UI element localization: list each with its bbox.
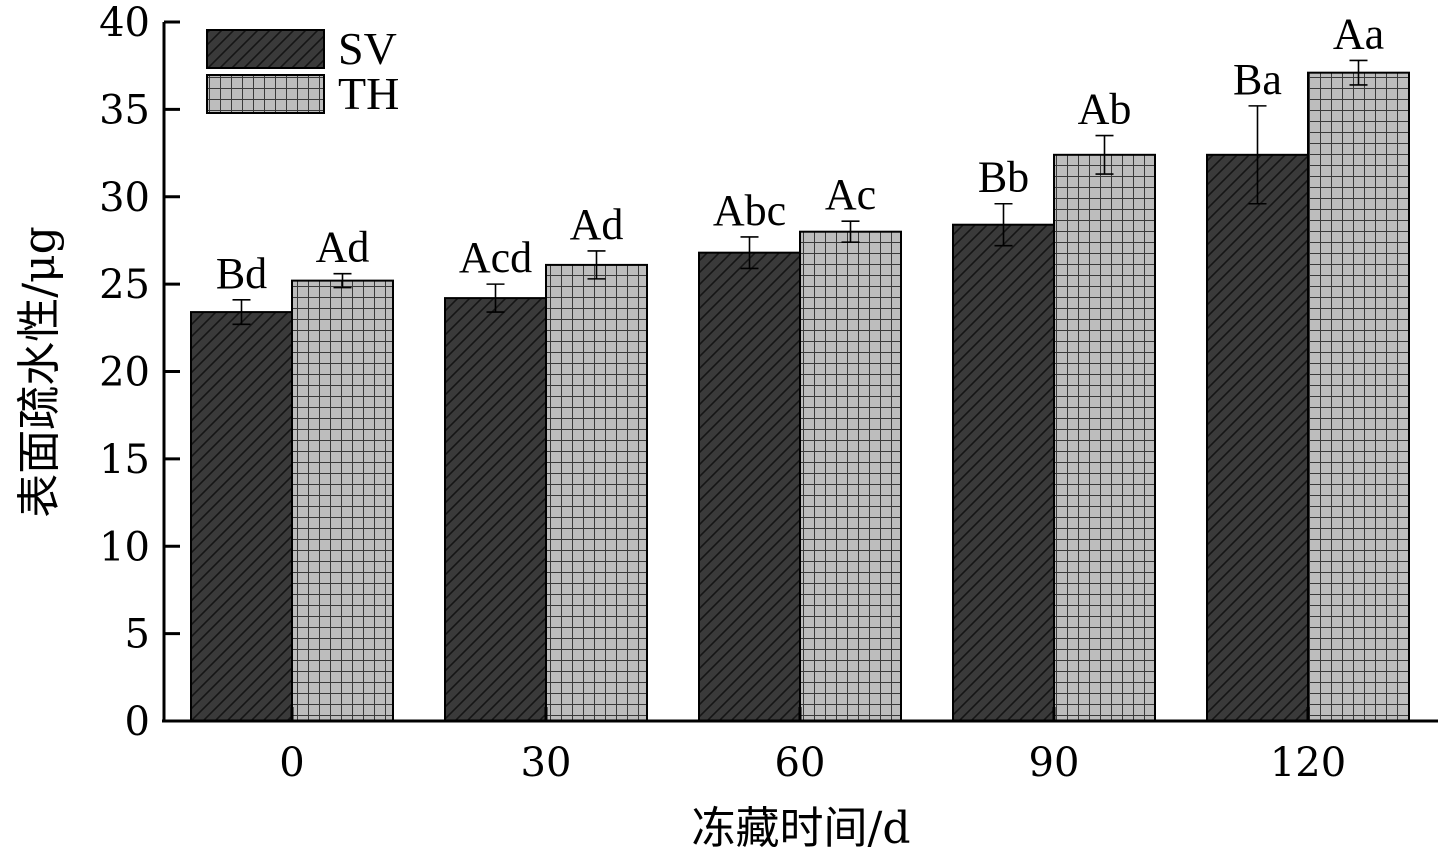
bar-th-30 [545,263,648,722]
label-sv-90: Bb [978,153,1029,202]
label-sv-0: Bd [216,249,267,298]
error-bars [232,59,1368,326]
label-th-0: Ad [316,223,370,272]
bar-sv-30 [444,297,547,722]
legend: SV TH [206,23,399,119]
y-tick-label: 25 [99,262,150,308]
error-bar-th-0 [333,272,352,289]
legend-label-th: TH [338,68,399,119]
y-tick-label: 0 [125,699,150,745]
y-tick-label: 30 [99,175,150,221]
label-sv-120: Ba [1233,55,1282,104]
y-tick-label: 5 [125,612,150,658]
label-th-30: Ad [570,200,624,249]
x-tick-label: 60 [775,740,826,786]
error-bar-th-90 [1095,134,1114,175]
label-sv-30: Acd [459,233,532,282]
y-tick-label: 15 [99,437,150,483]
error-bar-th-30 [587,250,606,280]
y-axis-title: 表面疏水性/μg [14,226,65,518]
label-th-60: Ac [825,170,876,219]
x-tick-label: 0 [279,740,304,786]
bar-sv-60 [698,251,801,722]
legend-swatch-th [206,74,325,114]
y-tick-label: 20 [99,350,150,396]
y-tick-label: 40 [99,0,150,46]
x-tick-label: 30 [521,740,572,786]
bar-sv-120 [1206,153,1309,722]
error-bar-sv-30 [486,283,505,313]
bar-th-0 [291,279,394,722]
error-bar-th-60 [841,220,860,243]
bar-th-120 [1307,71,1410,723]
label-sv-60: Abc [713,186,786,235]
label-th-90: Ab [1078,85,1132,134]
bar-sv-0 [190,311,293,722]
bar-th-90 [1053,153,1156,722]
y-tick-label: 35 [99,87,150,133]
error-bar-sv-0 [232,299,251,326]
error-bar-sv-90 [994,202,1013,247]
error-bar-sv-60 [740,236,759,270]
y-tick-label: 10 [99,524,150,570]
label-th-120: Aa [1333,9,1384,58]
bars [190,71,1410,723]
error-bar-th-120 [1349,59,1368,86]
bar-th-60 [799,230,902,722]
bar-sv-90 [952,223,1055,723]
y-ticks: 0 5 10 15 20 25 30 35 40 [99,0,180,745]
x-ticks: 0 30 60 90 120 [279,707,1346,786]
error-bar-sv-120 [1248,105,1267,205]
x-tick-label: 90 [1029,740,1080,786]
x-axis-title: 冻藏时间/d [692,803,911,853]
x-tick-label: 120 [1270,740,1346,786]
significance-labels: Bd Acd Abc Bb Ba Ad Ad Ac Ab Aa [216,9,1384,297]
legend-swatch-sv [206,29,325,69]
legend-label-sv: SV [338,23,397,74]
